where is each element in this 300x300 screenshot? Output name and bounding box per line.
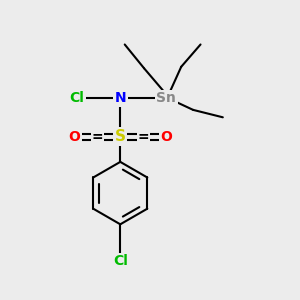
Text: =: = bbox=[92, 130, 103, 144]
Text: S: S bbox=[115, 129, 126, 144]
Text: N: N bbox=[115, 91, 126, 105]
Text: O: O bbox=[68, 130, 80, 144]
Text: Sn: Sn bbox=[156, 91, 176, 105]
Text: O: O bbox=[160, 130, 172, 144]
Text: =: = bbox=[137, 130, 149, 144]
Text: Cl: Cl bbox=[70, 91, 85, 105]
Text: Cl: Cl bbox=[113, 254, 128, 268]
